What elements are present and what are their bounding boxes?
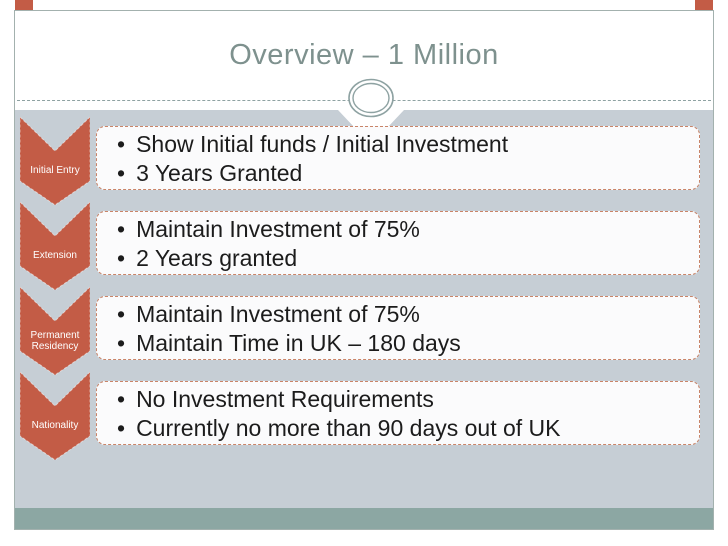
bullet-line: • 3 Years Granted (117, 159, 699, 188)
chevron-extension (20, 202, 90, 290)
chevron-label-initial-entry: Initial Entry (30, 165, 80, 177)
bullet-dot-icon: • (117, 301, 126, 327)
bullet-text: Show Initial funds / Initial Investment (136, 131, 509, 157)
step-box-initial-entry: • Show Initial funds / Initial Investment… (96, 126, 700, 190)
bullet-dot-icon: • (117, 245, 126, 271)
bullet-line: • Currently no more than 90 days out of U… (117, 414, 699, 443)
chevron-label-nationality: Nationality (31, 420, 79, 432)
footer-band (15, 508, 713, 529)
slide-title: Overview – 1 Million (229, 39, 499, 71)
bullet-dot-icon: • (117, 216, 126, 242)
bullet-dot-icon: • (117, 330, 126, 356)
chevron-label-extension: Extension (33, 250, 77, 262)
bullet-text: Maintain Time in UK – 180 days (136, 330, 461, 356)
step-box-permanent-residency: • Maintain Investment of 75% • Maintain Ti… (96, 296, 700, 360)
bullet-line: • 2 Years granted (117, 244, 699, 273)
step-box-nationality: • No Investment Requirements • Currently n… (96, 381, 700, 445)
bullet-line: • Maintain Time in UK – 180 days (117, 329, 699, 358)
bullet-line: • Show Initial funds / Initial Investment (117, 130, 699, 159)
chevron-nationality (20, 372, 90, 460)
bullet-text: Maintain Investment of 75% (136, 301, 420, 327)
bullet-text: No Investment Requirements (136, 386, 434, 412)
slide-frame: Overview – 1 Million Initial Entry • Show… (14, 10, 714, 530)
divider-circle-ornament-icon (348, 78, 394, 118)
bullet-line: • No Investment Requirements (117, 385, 699, 414)
chevron-permanent-residency (20, 287, 90, 375)
bullet-text: 3 Years Granted (136, 160, 303, 186)
chevron-initial-entry (20, 117, 90, 205)
bullet-dot-icon: • (117, 386, 126, 412)
divider-notch (338, 110, 404, 128)
bullet-dot-icon: • (117, 131, 126, 157)
bullet-dot-icon: • (117, 160, 126, 186)
bullet-text: Currently no more than 90 days out of UK (136, 415, 561, 441)
bullet-text: Maintain Investment of 75% (136, 216, 420, 242)
bullet-text: 2 Years granted (136, 245, 298, 271)
bullet-dot-icon: • (117, 415, 126, 441)
bullet-line: • Maintain Investment of 75% (117, 300, 699, 329)
bullet-line: • Maintain Investment of 75% (117, 215, 699, 244)
chevron-label-permanent-residency: Permanent Residency (30, 329, 80, 353)
step-box-extension: • Maintain Investment of 75% • 2 Years gra… (96, 211, 700, 275)
